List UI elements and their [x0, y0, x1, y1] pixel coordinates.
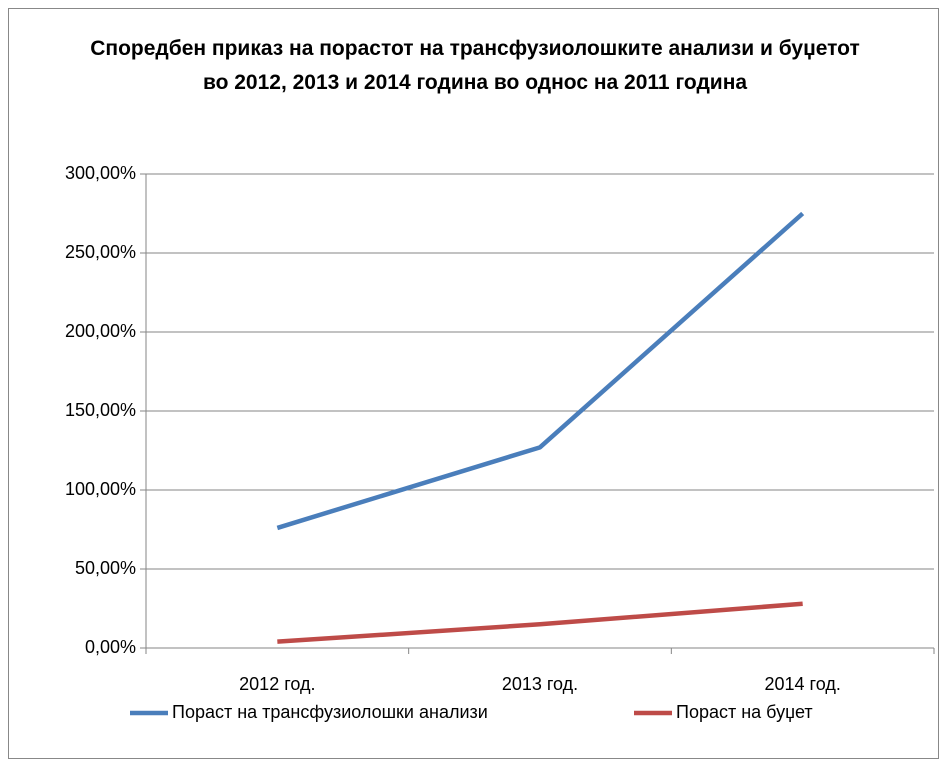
- legend-label: Пораст на трансфузиолошки анализи: [172, 702, 488, 722]
- chart-title: Споредбен приказ на порастот на трансфуз…: [90, 37, 860, 94]
- series-line: [276, 211, 805, 531]
- x-tick-label: 2012 год.: [239, 674, 315, 694]
- y-tick-label: 250,00%: [65, 242, 136, 262]
- y-tick-label: 50,00%: [75, 558, 136, 578]
- x-tick-label: 2014 год.: [764, 674, 840, 694]
- series-line: [277, 601, 803, 644]
- x-tick-label: 2013 год.: [502, 674, 578, 694]
- y-tick-label: 100,00%: [65, 479, 136, 499]
- y-tick-label: 200,00%: [65, 321, 136, 341]
- y-tick-label: 300,00%: [65, 163, 136, 183]
- y-tick-label: 0,00%: [85, 637, 136, 657]
- y-tick-label: 150,00%: [65, 400, 136, 420]
- legend-label: Пораст на буџет: [676, 702, 813, 722]
- chart-border: [8, 8, 939, 759]
